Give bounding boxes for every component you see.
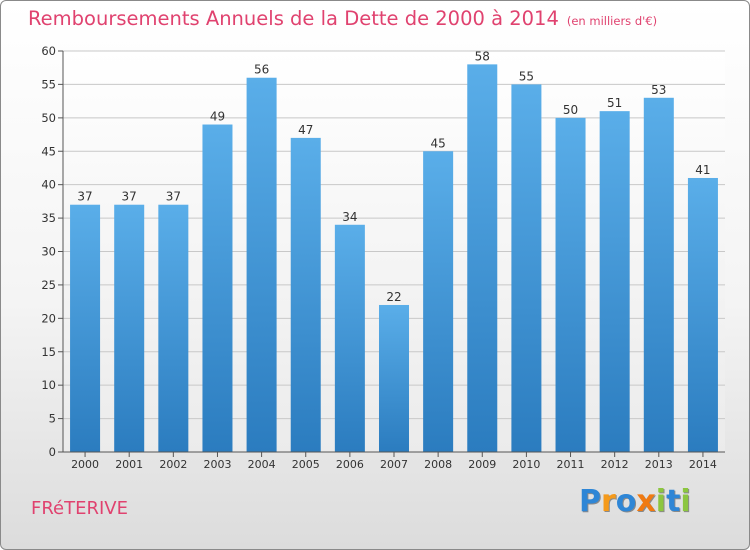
x-tick-label-2007: 2007 bbox=[380, 458, 408, 471]
bar-2013 bbox=[643, 97, 674, 453]
y-tick-label: 15 bbox=[41, 345, 56, 359]
value-label-2012: 51 bbox=[607, 96, 622, 110]
bar-2004 bbox=[246, 77, 277, 452]
x-tick-label-2004: 2004 bbox=[248, 458, 276, 471]
x-tick-label-2008: 2008 bbox=[424, 458, 452, 471]
value-label-2006: 34 bbox=[342, 210, 357, 224]
logo-letter: o bbox=[615, 484, 637, 519]
bar-2002 bbox=[158, 204, 189, 452]
value-label-2002: 37 bbox=[166, 190, 181, 204]
value-label-2011: 50 bbox=[563, 103, 578, 117]
x-tick-label-2002: 2002 bbox=[159, 458, 187, 471]
bar-2006 bbox=[334, 224, 365, 452]
x-tick-label-2009: 2009 bbox=[468, 458, 496, 471]
x-tick-label-2011: 2011 bbox=[557, 458, 585, 471]
proxiti-logo[interactable]: Proxiti bbox=[579, 487, 691, 517]
y-tick-label: 35 bbox=[41, 211, 56, 225]
bars bbox=[70, 64, 718, 453]
bar-2003 bbox=[202, 124, 233, 453]
value-label-2009: 58 bbox=[475, 49, 490, 63]
y-tick-label: 45 bbox=[41, 144, 56, 158]
value-label-2005: 47 bbox=[298, 123, 313, 137]
bar-2010 bbox=[511, 84, 542, 453]
chart-unit-note: (en milliers d'€) bbox=[566, 14, 658, 28]
value-label-2000: 37 bbox=[77, 190, 92, 204]
y-tick-label: 5 bbox=[49, 412, 56, 426]
x-tick-label-2005: 2005 bbox=[292, 458, 320, 471]
x-tick-label-2013: 2013 bbox=[645, 458, 673, 471]
bar-2012 bbox=[599, 111, 630, 453]
x-tick-label-2001: 2001 bbox=[115, 458, 143, 471]
y-tick-label: 0 bbox=[49, 445, 56, 459]
x-tick-label-2006: 2006 bbox=[336, 458, 364, 471]
value-label-2001: 37 bbox=[122, 190, 137, 204]
bar-2001 bbox=[114, 204, 145, 452]
value-label-2008: 45 bbox=[430, 136, 445, 150]
y-tick-label: 10 bbox=[41, 378, 56, 392]
logo-letter: i bbox=[680, 484, 691, 519]
bar-2007 bbox=[378, 304, 410, 452]
chart-title-text: Remboursements Annuels de la Dette de 20… bbox=[28, 7, 559, 30]
x-tick-label-2012: 2012 bbox=[601, 458, 629, 471]
bar-2008 bbox=[423, 151, 454, 452]
value-label-2013: 53 bbox=[651, 83, 666, 97]
value-label-2003: 49 bbox=[210, 110, 225, 124]
bar-2014 bbox=[687, 177, 718, 452]
bar-2011 bbox=[555, 117, 586, 452]
bar-2005 bbox=[290, 137, 321, 452]
value-label-2014: 41 bbox=[695, 163, 710, 177]
x-tick-label-2014: 2014 bbox=[689, 458, 717, 471]
value-labels: 37 37 37 49 56 47 34 22 45 58 55 50 51 53 41 bbox=[77, 49, 710, 304]
y-tick-label: 30 bbox=[41, 245, 56, 259]
logo-letter: P bbox=[579, 484, 601, 519]
y-tick-label: 25 bbox=[41, 278, 56, 292]
axes: 0 5 10 15 20 25 30 35 40 45 50 55 60 2000 2001 2002 2003… bbox=[41, 44, 725, 471]
x-tick-label-2010: 2010 bbox=[512, 458, 540, 471]
logo-letter: r bbox=[601, 484, 616, 519]
bar-2000 bbox=[70, 204, 101, 452]
y-tick-label: 40 bbox=[41, 178, 56, 192]
logo-letter: i bbox=[655, 484, 667, 519]
chart-title: Remboursements Annuels de la Dette de 20… bbox=[28, 7, 657, 30]
bar-2009 bbox=[467, 64, 498, 452]
logo-letter: t bbox=[666, 484, 681, 519]
y-tick-label: 20 bbox=[41, 311, 56, 325]
y-tick-label: 50 bbox=[41, 111, 56, 125]
x-tick-label-2003: 2003 bbox=[203, 458, 231, 471]
y-tick-label: 55 bbox=[41, 77, 56, 91]
y-tick-label: 60 bbox=[41, 44, 56, 58]
x-tick-label-2000: 2000 bbox=[71, 458, 99, 471]
town-name: FRéTERIVE bbox=[31, 498, 128, 519]
value-label-2010: 55 bbox=[519, 69, 534, 83]
value-label-2004: 56 bbox=[254, 63, 269, 77]
logo-letter: x bbox=[636, 484, 656, 519]
value-label-2007: 22 bbox=[386, 290, 401, 304]
